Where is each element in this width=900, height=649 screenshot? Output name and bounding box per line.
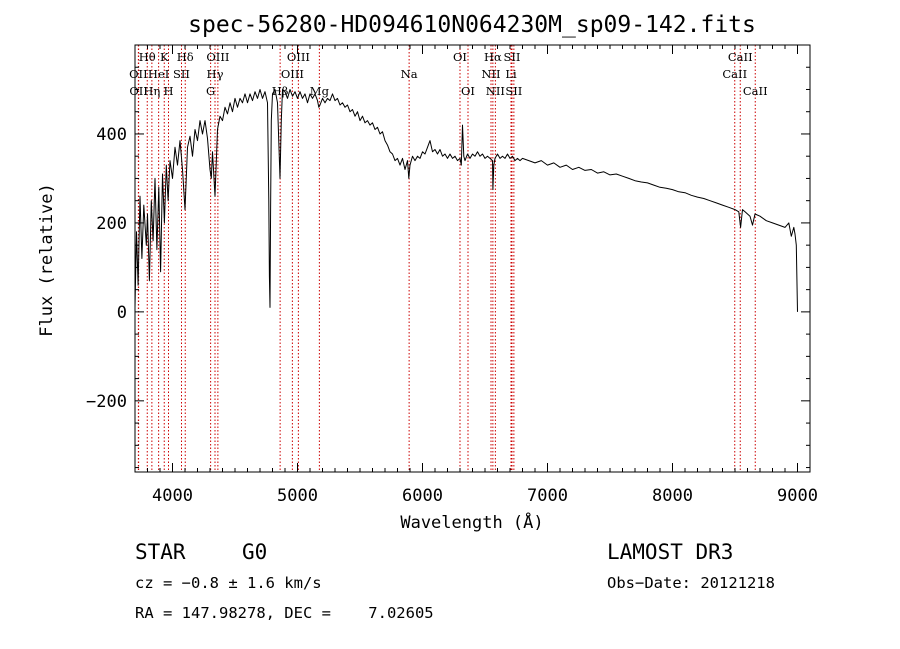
spectral-line-label: HeI	[148, 67, 169, 81]
spectral-line-label: OI	[453, 50, 467, 64]
spectral-line-label: G	[206, 84, 215, 98]
y-tick-label: 200	[96, 214, 127, 234]
object-subclass: G0	[242, 540, 268, 564]
spectral-line-label: SII	[505, 84, 522, 98]
spectral-line-label: Hα	[484, 50, 502, 64]
x-axis-label: Wavelength (Å)	[400, 511, 543, 533]
object-class: STAR	[135, 540, 186, 564]
x-tick-label: 9000	[777, 486, 818, 506]
spectral-line-label: Hη	[143, 84, 160, 98]
y-tick-label: −200	[86, 392, 127, 412]
obs-date: Obs−Date: 20121218	[607, 574, 775, 592]
spectral-line-label: SII	[504, 50, 521, 64]
x-tick-label: 4000	[152, 486, 193, 506]
x-tick-label: 8000	[652, 486, 693, 506]
spectral-line-label: CaII	[722, 67, 747, 81]
spectral-line-label: OIII	[206, 50, 229, 64]
x-tick-label: 7000	[527, 486, 568, 506]
spectral-line-label: CaII	[728, 50, 753, 64]
spectral-line-label: Hδ	[177, 50, 194, 64]
spectral-line-label: K	[160, 50, 169, 64]
y-tick-label: 400	[96, 125, 127, 145]
flux-series-line	[134, 89, 798, 312]
spectral-line-label: Hθ	[139, 50, 156, 64]
spectral-line-label: CaII	[743, 84, 768, 98]
spectral-line-label: OII	[129, 67, 148, 81]
spectral-line-label: OIII	[281, 67, 304, 81]
spectral-line-label: Na	[401, 67, 418, 81]
y-axis-label: Flux (relative)	[37, 183, 57, 337]
chart-title: spec-56280-HD094610N064230M_sp09-142.fit…	[188, 12, 756, 38]
spectral-line-label: Li	[505, 67, 517, 81]
coordinates: RA = 147.98278, DEC = 7.02605	[135, 604, 434, 622]
spectral-line-label: OII	[129, 84, 148, 98]
x-tick-label: 6000	[402, 486, 443, 506]
spectral-lines	[137, 45, 756, 472]
spectral-line-label: OI	[461, 84, 475, 98]
spectral-line-label: NII	[481, 67, 500, 81]
survey-name: LAMOST DR3	[607, 540, 734, 564]
spectral-line-label: SII	[173, 67, 190, 81]
spectral-line-label: Hγ	[207, 67, 224, 81]
redshift-value: cz = −0.8 ± 1.6 km/s	[135, 574, 322, 592]
spectrum-data	[134, 89, 798, 312]
spectral-line-label: H	[163, 84, 173, 98]
spectral-line-label: OIII	[287, 50, 310, 64]
axes: 4000 5000 6000 7000 8000 9000 −200 0 200 400	[86, 45, 818, 506]
spectral-line-label: Mg	[310, 84, 330, 98]
x-tick-label: 5000	[277, 486, 318, 506]
spectral-line-label: NII	[486, 84, 505, 98]
y-tick-label: 0	[117, 303, 127, 323]
plot-frame	[134, 44, 811, 473]
